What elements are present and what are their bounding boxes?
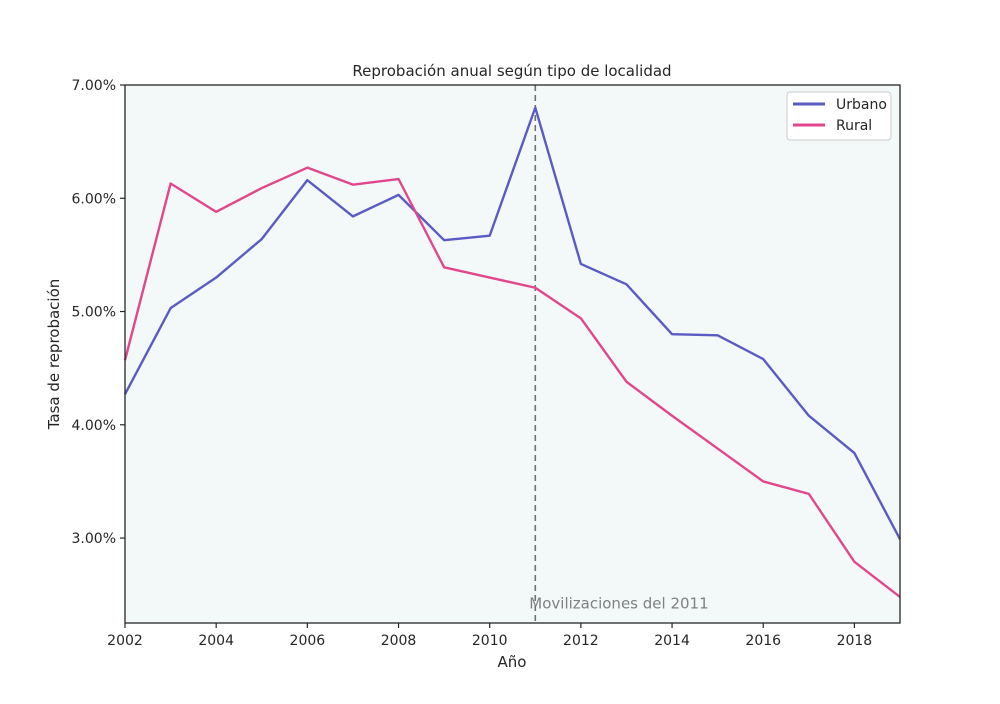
x-tick-label: 2006 (290, 633, 326, 649)
y-tick-label: 3.00% (72, 531, 116, 547)
y-tick-label: 7.00% (72, 78, 116, 94)
series-layer (123, 106, 902, 598)
x-axis: 2002 2004 2006 2008 2010 2012 2014 2016 2018 (107, 623, 872, 649)
y-axis-title: Tasa de reprobación (45, 279, 63, 431)
legend-label-urbano: Urbano (836, 97, 887, 113)
plot-frame (124, 84, 901, 624)
series-line-urbano (123, 106, 902, 540)
series-line-rural (123, 166, 901, 598)
event-annotation-label: Movilizaciones del 2011 (529, 595, 708, 613)
y-axis: 3.00% 4.00% 5.00% 6.00% 7.00% (72, 78, 125, 547)
x-tick-label: 2014 (654, 633, 690, 649)
x-tick-label: 2012 (563, 633, 599, 649)
x-tick-label: 2008 (381, 633, 417, 649)
x-tick-label: 2016 (745, 633, 781, 649)
chart-title: Reprobación anual según tipo de localida… (352, 62, 671, 80)
x-axis-title: Año (498, 653, 527, 671)
y-tick-label: 5.00% (72, 305, 116, 321)
y-tick-label: 6.00% (72, 191, 116, 207)
y-tick-label: 4.00% (72, 418, 116, 434)
annotation-layer: Movilizaciones del 2011 (529, 85, 709, 623)
x-tick-label: 2018 (837, 633, 873, 649)
x-tick-label: 2002 (107, 633, 143, 649)
legend: Urbano Rural (786, 91, 892, 141)
legend-label-rural: Rural (836, 118, 872, 134)
x-tick-label: 2004 (198, 633, 234, 649)
plot-area (125, 85, 900, 623)
x-tick-label: 2010 (472, 633, 508, 649)
